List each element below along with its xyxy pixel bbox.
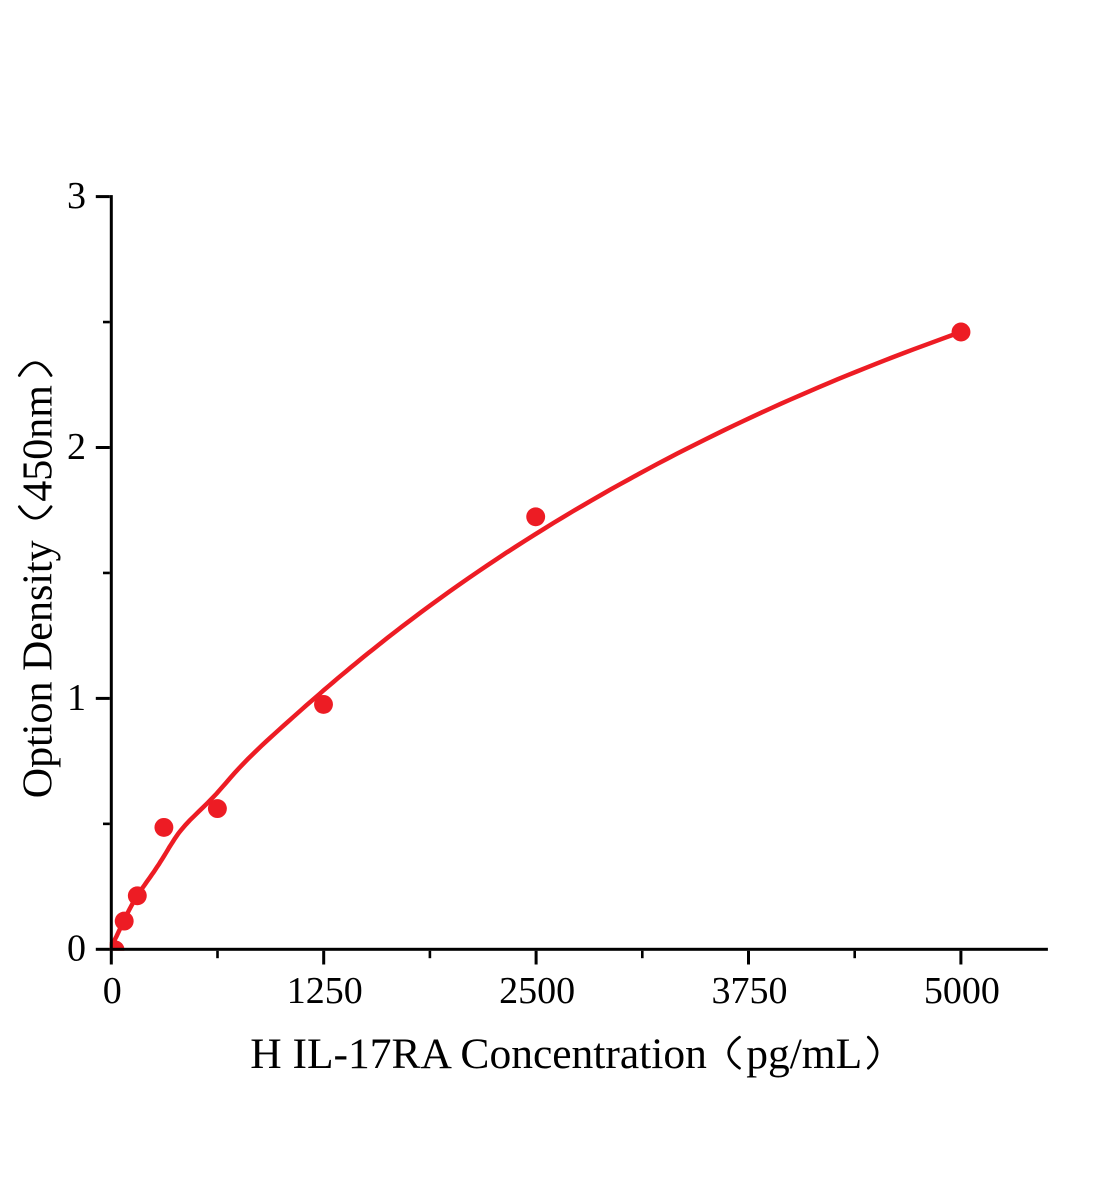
svg-text:2500: 2500 (499, 970, 575, 1012)
svg-text:450nm: 450nm (16, 385, 62, 502)
svg-text:3: 3 (67, 175, 86, 217)
svg-text:5000: 5000 (924, 970, 1000, 1012)
svg-text:3750: 3750 (712, 970, 788, 1012)
svg-text:0: 0 (67, 928, 86, 970)
svg-text:1250: 1250 (287, 970, 363, 1012)
svg-text:H IL-17RA Concentration: H IL-17RA Concentration (250, 1030, 707, 1078)
svg-text:pg/mL: pg/mL (746, 1030, 862, 1078)
svg-text:2: 2 (67, 426, 86, 468)
svg-text:Option Density: Option Density (16, 540, 62, 798)
svg-text:1: 1 (67, 677, 86, 719)
svg-text:0: 0 (103, 970, 122, 1012)
